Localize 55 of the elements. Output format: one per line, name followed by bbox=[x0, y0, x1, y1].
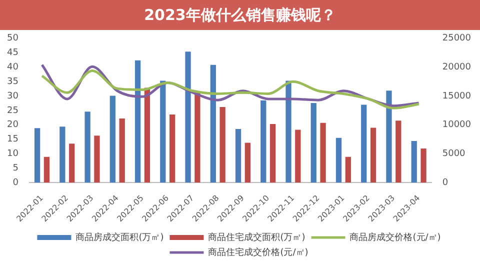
bar bbox=[361, 104, 367, 183]
y-tick-label: 40 bbox=[7, 62, 19, 73]
bar bbox=[396, 120, 402, 183]
bar bbox=[134, 60, 141, 183]
y-tick-label: 45 bbox=[7, 48, 18, 58]
y-tick-label: 15 bbox=[7, 134, 18, 145]
legend-label: 商品房成交面积(万㎡) bbox=[76, 232, 164, 243]
legend-label: 商品住宅成交面积(万㎡) bbox=[208, 232, 306, 243]
bar bbox=[320, 122, 326, 183]
line-series bbox=[40, 69, 420, 110]
y-tick-label: 30 bbox=[7, 91, 19, 102]
bar bbox=[44, 156, 50, 183]
bar bbox=[144, 88, 150, 183]
bar bbox=[244, 142, 251, 183]
bar bbox=[270, 124, 276, 183]
bar bbox=[119, 118, 125, 183]
y-tick-label: 0 bbox=[12, 178, 19, 188]
bar bbox=[260, 100, 266, 183]
legend-label: 商品房成交价格(元/㎡) bbox=[350, 232, 441, 243]
bar bbox=[310, 102, 316, 183]
bar bbox=[84, 112, 90, 183]
y-tick-label: 35 bbox=[7, 76, 18, 87]
y-tick-label: 5 bbox=[12, 164, 18, 174]
y-tick-label: 20 bbox=[7, 120, 19, 130]
bar bbox=[386, 90, 392, 183]
legend-label: 商品住宅成交价格(元/㎡) bbox=[208, 246, 308, 258]
bar bbox=[235, 128, 242, 183]
y-tick-label: 50 bbox=[7, 34, 19, 44]
bar bbox=[60, 126, 66, 183]
y2-tick-label: 25000 bbox=[442, 34, 472, 44]
bar bbox=[194, 92, 200, 183]
bar bbox=[69, 144, 75, 183]
bar bbox=[34, 128, 40, 183]
bar bbox=[169, 114, 176, 183]
bar bbox=[420, 148, 426, 183]
bar bbox=[94, 136, 100, 183]
bar bbox=[210, 64, 216, 183]
bar bbox=[220, 107, 226, 183]
bar bbox=[185, 52, 191, 183]
y2-tick-label: 15000 bbox=[442, 91, 472, 102]
bar bbox=[286, 80, 292, 183]
bar bbox=[336, 138, 342, 183]
bar bbox=[345, 156, 351, 183]
bar bbox=[110, 96, 116, 183]
bar bbox=[370, 128, 376, 183]
y-tick-label: 10 bbox=[7, 149, 19, 160]
chart-title: 2023年做什么销售赚钱呢？ bbox=[0, 0, 480, 30]
bar bbox=[160, 80, 166, 183]
y2-tick-label: 0 bbox=[442, 178, 448, 188]
y-tick-label: 25 bbox=[7, 106, 18, 116]
bar bbox=[295, 130, 301, 183]
y2-tick-label: 5000 bbox=[442, 149, 466, 160]
y2-tick-label: 10000 bbox=[442, 120, 472, 130]
y2-tick-label: 20000 bbox=[442, 62, 472, 73]
bar bbox=[411, 141, 417, 183]
